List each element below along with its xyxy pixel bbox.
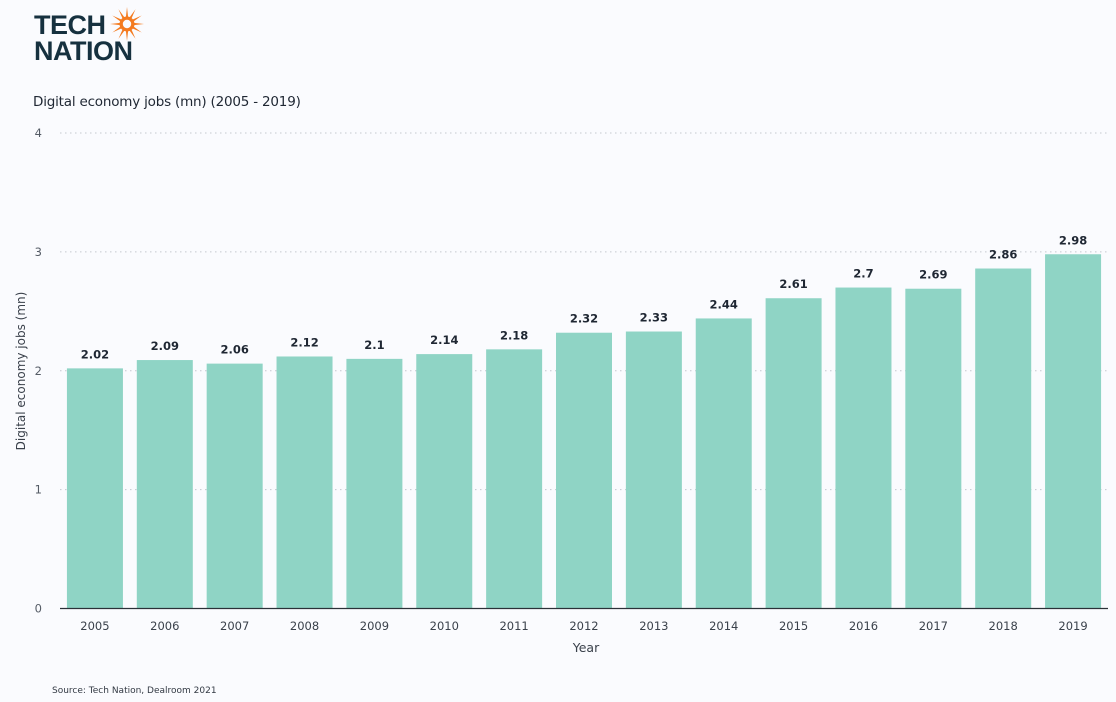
x-tick-label: 2007: [220, 619, 249, 633]
y-tick-label: 3: [35, 245, 42, 259]
x-tick-label: 2005: [80, 619, 109, 633]
x-tick-label: 2010: [430, 619, 459, 633]
y-tick-label: 2: [35, 364, 42, 378]
logo-word-tech: TECH: [34, 10, 106, 40]
y-tick-label: 0: [35, 602, 42, 616]
x-tick-label: 2012: [569, 619, 598, 633]
data-label: 2.32: [570, 312, 598, 326]
data-label: 2.61: [779, 277, 807, 291]
source-note: Source: Tech Nation, Dealroom 2021: [52, 686, 217, 696]
data-label: 2.14: [430, 333, 458, 347]
x-axis-title: Year: [572, 640, 600, 655]
sun-icon: [110, 7, 144, 41]
x-tick-label: 2011: [499, 619, 528, 633]
x-tick-label: 2013: [639, 619, 668, 633]
bar-2014: [695, 318, 752, 609]
y-axis-ticks: 0 1 2 3 4: [35, 126, 42, 616]
chart-title: Digital economy jobs (mn) (2005 - 2019): [33, 94, 301, 110]
bar-2016: [835, 287, 892, 609]
x-tick-label: 2015: [779, 619, 808, 633]
bar-2010: [416, 354, 473, 609]
data-label: 2.7: [853, 267, 873, 281]
bar-2011: [486, 349, 543, 609]
bar-2009: [346, 358, 403, 609]
data-label: 2.09: [151, 339, 179, 353]
data-label: 2.98: [1059, 233, 1087, 247]
data-label: 2.33: [640, 311, 668, 325]
bar-2006: [136, 360, 193, 609]
x-tick-label: 2014: [709, 619, 738, 633]
tech-nation-logo: TECH NATION: [34, 6, 154, 66]
data-labels: 2.02 2.09 2.06 2.12 2.1 2.14 2.18 2.32 2.33 2.44 2…: [81, 233, 1088, 361]
bars: [66, 254, 1102, 609]
x-tick-label: 2009: [360, 619, 389, 633]
bar-2019: [1045, 254, 1102, 609]
data-label: 2.18: [500, 328, 528, 342]
x-tick-label: 2017: [919, 619, 948, 633]
data-label: 2.02: [81, 347, 109, 361]
bar-2005: [66, 368, 123, 609]
bar-2017: [905, 288, 962, 609]
data-label: 2.1: [364, 338, 384, 352]
bar-2012: [556, 332, 612, 609]
data-label: 2.69: [919, 268, 947, 282]
bar-2007: [206, 363, 263, 609]
x-tick-label: 2006: [150, 619, 179, 633]
data-label: 2.44: [710, 297, 738, 311]
y-tick-label: 1: [35, 483, 42, 497]
y-axis-title: Digital economy jobs (mn): [14, 292, 28, 451]
bar-2013: [625, 331, 682, 609]
data-label: 2.12: [290, 335, 318, 349]
bar-2008: [276, 356, 333, 609]
bar-2018: [975, 268, 1032, 609]
logo-word-nation: NATION: [34, 36, 133, 66]
data-label: 2.86: [989, 248, 1017, 262]
x-tick-label: 2008: [290, 619, 319, 633]
bar-2015: [765, 298, 822, 609]
bar-chart: 0 1 2 3 4 2.02 2.09 2.06 2.12 2.1 2.14 2.18 2.32 2.3…: [14, 126, 1108, 655]
data-label: 2.06: [220, 343, 248, 357]
x-tick-label: 2019: [1058, 619, 1087, 633]
x-tick-label: 2018: [989, 619, 1018, 633]
x-axis-ticks: 2005 2006 2007 2008 2009 2010 2011 2012 2013 2014…: [80, 619, 1087, 633]
x-tick-label: 2016: [849, 619, 878, 633]
y-tick-label: 4: [35, 126, 42, 140]
